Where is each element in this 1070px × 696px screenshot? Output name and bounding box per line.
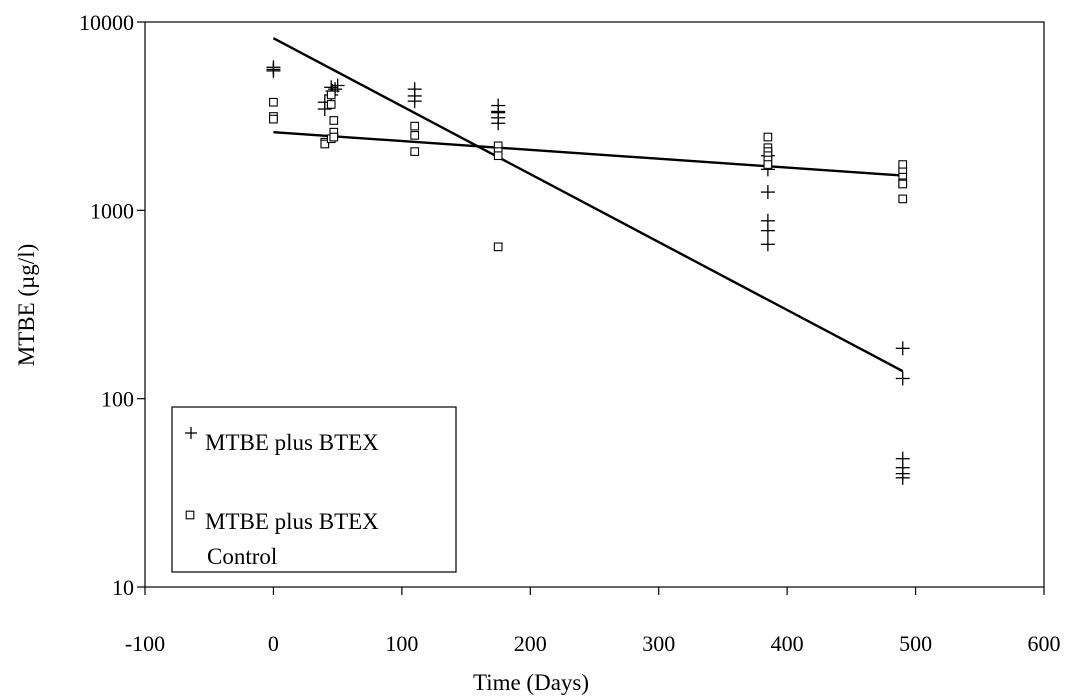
x-tick-label: 200: [514, 631, 547, 656]
data-point-plus: [491, 116, 506, 131]
data-point-plus: [266, 63, 281, 78]
data-point-square: [763, 132, 773, 142]
x-tick-label: 500: [899, 631, 932, 656]
data-point-square: [898, 179, 908, 189]
y-tick-label: 10: [112, 575, 134, 600]
data-point-square: [329, 132, 339, 142]
y-axis-title: MTBE (µg/l): [14, 244, 39, 367]
data-point-plus: [760, 223, 775, 238]
x-tick-label: 0: [268, 631, 279, 656]
x-tick-label: 100: [385, 631, 418, 656]
data-point-square: [320, 139, 330, 149]
legend-box: [171, 406, 457, 573]
x-tick-label: -100: [125, 631, 165, 656]
data-point-plus: [895, 371, 910, 386]
y-tick-label: 100: [101, 387, 134, 412]
y-tick-label: 10000: [79, 10, 134, 35]
data-point-plus: [407, 94, 422, 109]
plot-area: [144, 21, 1045, 588]
data-point-square: [763, 160, 773, 169]
y-tick-label: 1000: [90, 198, 134, 223]
x-axis-title: Time (Days): [473, 670, 589, 695]
x-tick-label: 600: [1028, 631, 1061, 656]
data-point-square: [329, 116, 339, 125]
x-tick-label: 400: [771, 631, 804, 656]
legend-label: Control: [207, 544, 277, 569]
trendline: [273, 130, 903, 177]
data-point-plus: [895, 341, 910, 356]
data-point-square: [269, 97, 278, 107]
data-point-square: [326, 90, 336, 100]
data-point-square: [493, 242, 503, 252]
data-point-square: [410, 121, 420, 131]
legend-marker-square: [185, 510, 195, 520]
trendline: [272, 37, 904, 373]
data-point-plus: [330, 78, 345, 93]
data-point-plus: [760, 237, 775, 252]
legend-label: MTBE plus BTEX: [205, 509, 379, 534]
data-point-plus: [317, 102, 332, 117]
legend-label: MTBE plus BTEX: [205, 430, 379, 455]
data-point-plus: [895, 470, 910, 485]
legend-marker-plus: [185, 427, 197, 439]
data-point-square: [269, 114, 278, 124]
data-point-plus: [760, 185, 775, 200]
data-point-square: [410, 131, 420, 140]
x-tick-label: 300: [642, 631, 675, 656]
data-point-square: [493, 151, 503, 161]
data-point-square: [898, 194, 908, 204]
data-point-square: [326, 100, 336, 109]
data-point-square: [410, 147, 420, 156]
data-point-square: [898, 160, 908, 169]
